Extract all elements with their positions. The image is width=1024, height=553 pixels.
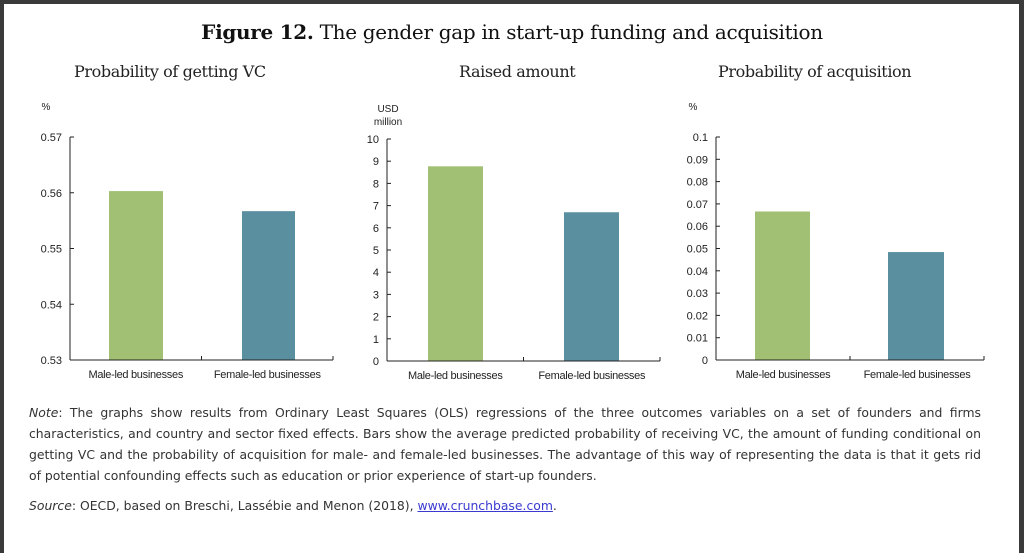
figure-label: Figure 12. [201,20,314,44]
chart-3-unit-label: % [689,102,698,113]
note-text: Note: The graphs show results from Ordin… [29,402,981,486]
chart-2-y-tick-label: 8 [373,178,379,190]
chart-3-y-tick-label: 0.09 [687,154,708,166]
figure-title-text: The gender gap in start-up funding and a… [319,20,824,44]
chart-3-y-tick-label: 0.08 [687,177,708,189]
chart-1-y-tick-label: 0.54 [41,299,62,311]
chart-2-unit-label: USD [377,104,398,115]
figure-title: Figure 12. The gender gap in start-up fu… [0,20,1024,44]
chart-2-category-label: Male-led businesses [408,370,503,382]
chart-1-y-tick-label: 0.57 [41,132,62,144]
chart-3-category-label: Male-led businesses [736,369,831,381]
chart-1-category-label: Male-led businesses [88,369,183,381]
source-body: : OECD, based on Breschi, Lassébie and M… [71,498,418,513]
chart-1-bar-female [242,211,295,360]
chart-2-unit-label: million [374,117,402,128]
chart-2-y-tick-label: 4 [373,267,379,279]
chart-2-y-tick-label: 3 [373,289,379,301]
chart-2-y-tick-label: 5 [373,245,379,257]
chart-1-bar-male [109,191,163,360]
chart-2-y-tick-label: 7 [373,201,379,213]
chart-2-bar-female [564,212,619,361]
chart-1-y-tick-label: 0.53 [41,355,62,367]
chart-3-y-tick-label: 0.03 [687,288,708,300]
chart-3-y-tick-label: 0.07 [687,199,708,211]
chart-2-title: Raised amount [459,62,576,81]
chart-3-y-tick-label: 0.1 [693,132,708,144]
chart-3-y-tick-label: 0.06 [687,221,708,233]
chart-1-category-label: Female-led businesses [214,369,322,381]
chart-1-title: Probability of getting VC [74,62,266,81]
source-text: Source: OECD, based on Breschi, Lassébie… [29,498,557,513]
chart-3-y-tick-label: 0.04 [687,266,708,278]
chart-3-bar-male [755,211,810,360]
chart-1-y-tick-label: 0.55 [41,244,62,256]
chart-1-unit-label: % [42,102,51,113]
chart-2-bar-male [428,166,483,361]
note-label: Note [29,405,59,420]
source-label: Source [29,498,72,513]
chart-2-y-tick-label: 2 [373,312,379,324]
chart-3-y-tick-label: 0.05 [687,244,708,256]
chart-3-category-label: Female-led businesses [864,369,972,381]
chart-2-y-tick-label: 0 [373,356,379,368]
note-body: : The graphs show results from Ordinary … [29,405,981,483]
chart-3-y-tick-label: 0 [702,355,708,367]
source-link[interactable]: www.crunchbase.com [417,498,553,513]
chart-3-bar-female [888,252,944,360]
chart-2-y-tick-label: 10 [367,134,379,146]
chart-2-y-tick-label: 9 [373,156,379,168]
chart-3-y-tick-label: 0.01 [687,333,708,345]
chart-3-title: Probability of acquisition [718,62,912,81]
chart-2-y-tick-label: 1 [373,334,379,346]
chart-2-category-label: Female-led businesses [538,370,646,382]
chart-3-y-tick-label: 0.02 [687,310,708,322]
figure-page [4,4,1019,553]
chart-2-y-tick-label: 6 [373,223,379,235]
source-end: . [552,498,557,513]
chart-1-y-tick-label: 0.56 [41,188,62,200]
